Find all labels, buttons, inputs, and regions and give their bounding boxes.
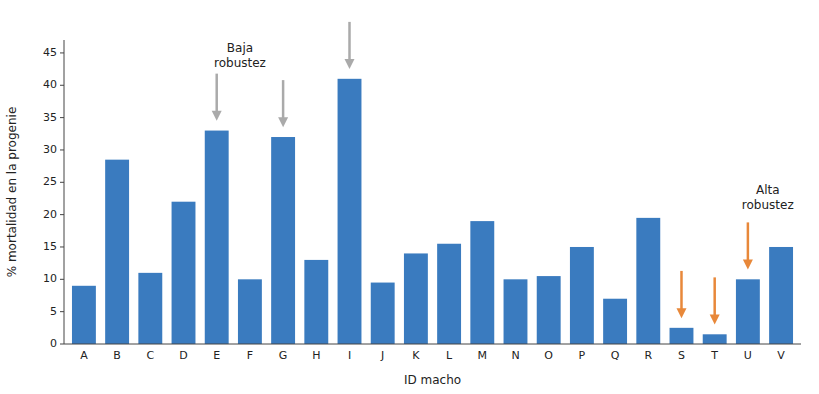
bar: [172, 202, 196, 344]
bar: [570, 247, 594, 344]
y-tick-label: 35: [43, 111, 57, 124]
arrow-shaft: [348, 22, 351, 60]
bar: [371, 283, 395, 344]
arrow: [743, 222, 753, 269]
arrow: [278, 80, 288, 127]
bar: [670, 328, 694, 344]
bar: [437, 244, 461, 344]
axes: 0 5 10 15 20 25 30 35 40 45 A B C D E F G H I J K L M N O P Q R S T U V: [43, 40, 801, 362]
y-tick: [60, 279, 64, 280]
x-tick-label: Q: [611, 349, 620, 362]
x-tick-label: P: [579, 349, 586, 362]
annotations: Bajarobustez Altarobustez: [212, 22, 794, 325]
bars: [72, 79, 793, 344]
y-tick: [60, 246, 64, 247]
y-tick: [60, 311, 64, 312]
arrow: [710, 277, 720, 324]
bar: [603, 299, 627, 344]
y-tick-label: 20: [43, 208, 57, 221]
x-tick-label: D: [179, 349, 187, 362]
y-tick: [60, 182, 64, 183]
y-tick-label: 0: [50, 337, 57, 350]
x-axis-label: ID macho: [404, 373, 461, 387]
x-tick-label: B: [113, 349, 121, 362]
bar: [138, 273, 162, 344]
bar: [304, 260, 328, 344]
bar: [537, 276, 561, 344]
y-tick-label: 40: [43, 78, 57, 91]
bar: [238, 279, 262, 344]
arrow-shaft: [747, 222, 750, 260]
x-tick-label: I: [348, 349, 351, 362]
x-tick-label: H: [312, 349, 320, 362]
x-tick-label: J: [380, 349, 384, 362]
bar: [271, 137, 295, 344]
bar: [703, 334, 727, 344]
x-axis-line: [64, 344, 801, 345]
bar: [105, 160, 129, 344]
y-tick: [60, 149, 64, 150]
y-tick-label: 45: [43, 46, 57, 59]
y-tick: [60, 52, 64, 53]
y-tick: [60, 117, 64, 118]
arrow-shaft: [215, 74, 218, 112]
x-tick-label: M: [478, 349, 488, 362]
arrow: [676, 271, 686, 318]
bar: [769, 247, 793, 344]
bar: [636, 218, 660, 344]
bar: [72, 286, 96, 344]
y-tick: [60, 344, 64, 345]
x-tick-label: V: [777, 349, 785, 362]
arrow-shaft: [713, 277, 716, 315]
y-tick-label: 25: [43, 175, 57, 188]
arrow-head: [710, 315, 720, 325]
y-axis-label: % mortalidad en la progenie: [5, 107, 19, 278]
bar: [338, 79, 362, 344]
bar: [404, 253, 428, 344]
x-tick-label: O: [544, 349, 553, 362]
chart: 0 5 10 15 20 25 30 35 40 45 A B C D E F G H I J K L M N O P Q R S T U V…: [0, 0, 819, 394]
y-tick-label: 30: [43, 143, 57, 156]
arrow-head: [676, 308, 686, 318]
x-tick-label: E: [213, 349, 220, 362]
y-tick-label: 5: [50, 305, 57, 318]
y-tick: [60, 214, 64, 215]
arrow-head: [278, 117, 288, 127]
arrow-head: [212, 111, 222, 121]
arrow-shaft: [680, 271, 683, 309]
arrow-head: [743, 260, 753, 270]
x-tick-label: F: [247, 349, 253, 362]
x-tick-label: K: [412, 349, 420, 362]
x-tick-label: N: [511, 349, 519, 362]
x-tick-label: R: [644, 349, 652, 362]
arrow-shaft: [282, 80, 285, 118]
annotation-label: Altarobustez: [742, 183, 794, 212]
y-tick-label: 15: [43, 240, 57, 253]
x-tick-label: L: [446, 349, 453, 362]
x-tick-label: C: [146, 349, 154, 362]
bar: [504, 279, 528, 344]
chart-container: 0 5 10 15 20 25 30 35 40 45 A B C D E F G H I J K L M N O P Q R S T U V…: [0, 0, 819, 394]
bar: [205, 131, 229, 344]
x-tick-label: U: [744, 349, 752, 362]
y-tick-label: 10: [43, 272, 57, 285]
x-tick-label: G: [279, 349, 288, 362]
bar: [470, 221, 494, 344]
y-tick: [60, 85, 64, 86]
arrow: [345, 22, 355, 69]
arrow-head: [345, 59, 355, 69]
annotation-label: Bajarobustez: [214, 41, 266, 70]
x-tick-label: T: [710, 349, 718, 362]
bar: [736, 279, 760, 344]
x-tick-label: S: [678, 349, 685, 362]
x-tick-label: A: [80, 349, 88, 362]
arrow: [212, 74, 222, 121]
